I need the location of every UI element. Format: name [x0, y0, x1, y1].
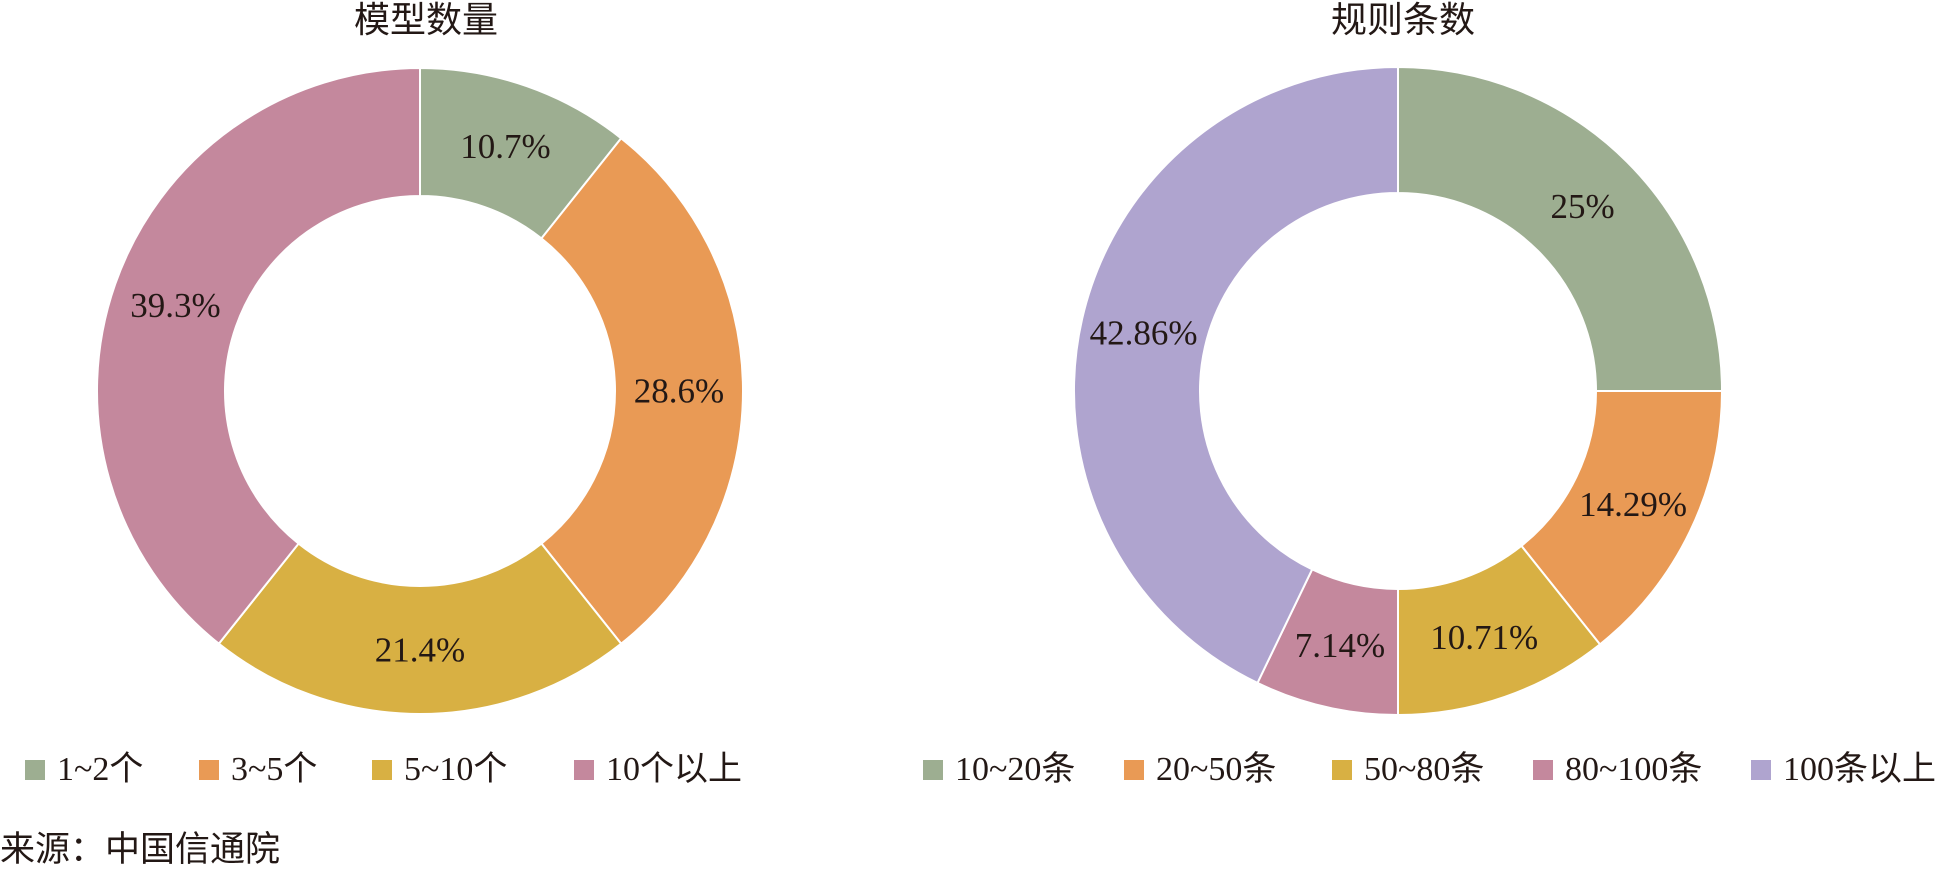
- chart-title: 模型数量: [354, 0, 498, 40]
- legend-item: 100条以上: [1751, 752, 1936, 788]
- donut-slice: [1073, 65, 1399, 685]
- legend-swatch: [25, 760, 45, 780]
- data-label: 7.14%: [1295, 626, 1385, 665]
- donut-slice: [217, 542, 623, 715]
- legend-item: 3~5个: [199, 752, 317, 788]
- data-label: 25%: [1550, 187, 1614, 226]
- donut-chart-model-count: 模型数量 10.7% 28.6% 21.4% 39.3%: [96, 0, 744, 715]
- donut-slice: [96, 66, 421, 646]
- legend-swatch: [1332, 760, 1352, 780]
- legend-swatch: [372, 760, 392, 780]
- data-label: 10.7%: [460, 127, 550, 166]
- donut-slice: [1397, 65, 1724, 392]
- legend-label: 1~2个: [57, 751, 144, 788]
- legend-swatch: [574, 760, 594, 780]
- legend-item: 80~100条: [1533, 752, 1702, 788]
- legend-label: 20~50条: [1156, 751, 1277, 788]
- data-label: 10.71%: [1430, 618, 1538, 657]
- data-label: 39.3%: [130, 286, 220, 325]
- legend-label: 10~20条: [955, 751, 1076, 788]
- data-label: 28.6%: [634, 372, 724, 411]
- legend-label: 3~5个: [231, 751, 318, 788]
- legend-swatch: [199, 760, 219, 780]
- legend-swatch: [1751, 760, 1771, 780]
- donut-chart-rule-count: 规则条数 25% 14.29% 10.71% 7.14% 42.86%: [1073, 0, 1724, 717]
- legend-label: 50~80条: [1364, 751, 1485, 788]
- legend-item: 10~20条: [923, 752, 1075, 788]
- legend-label: 100条以上: [1783, 751, 1936, 788]
- legend-item: 5~10个: [372, 752, 507, 788]
- donut-slice: [540, 136, 744, 646]
- legend-swatch: [923, 760, 943, 780]
- legend-item: 1~2个: [25, 752, 143, 788]
- source-note: 来源：中国信通院: [0, 830, 281, 869]
- legend-item: 10个以上: [574, 752, 742, 788]
- legend-swatch: [1124, 760, 1144, 780]
- legend-label: 10个以上: [606, 751, 742, 788]
- data-label: 42.86%: [1090, 313, 1198, 352]
- legend-label: 5~10个: [404, 751, 508, 788]
- chart-title: 规则条数: [1331, 0, 1475, 40]
- legend-item: 20~50条: [1124, 752, 1276, 788]
- data-label: 21.4%: [375, 631, 465, 670]
- legend-item: 50~80条: [1332, 752, 1484, 788]
- legend-swatch: [1533, 760, 1553, 780]
- legend-label: 80~100条: [1565, 751, 1703, 788]
- data-label: 14.29%: [1579, 485, 1687, 524]
